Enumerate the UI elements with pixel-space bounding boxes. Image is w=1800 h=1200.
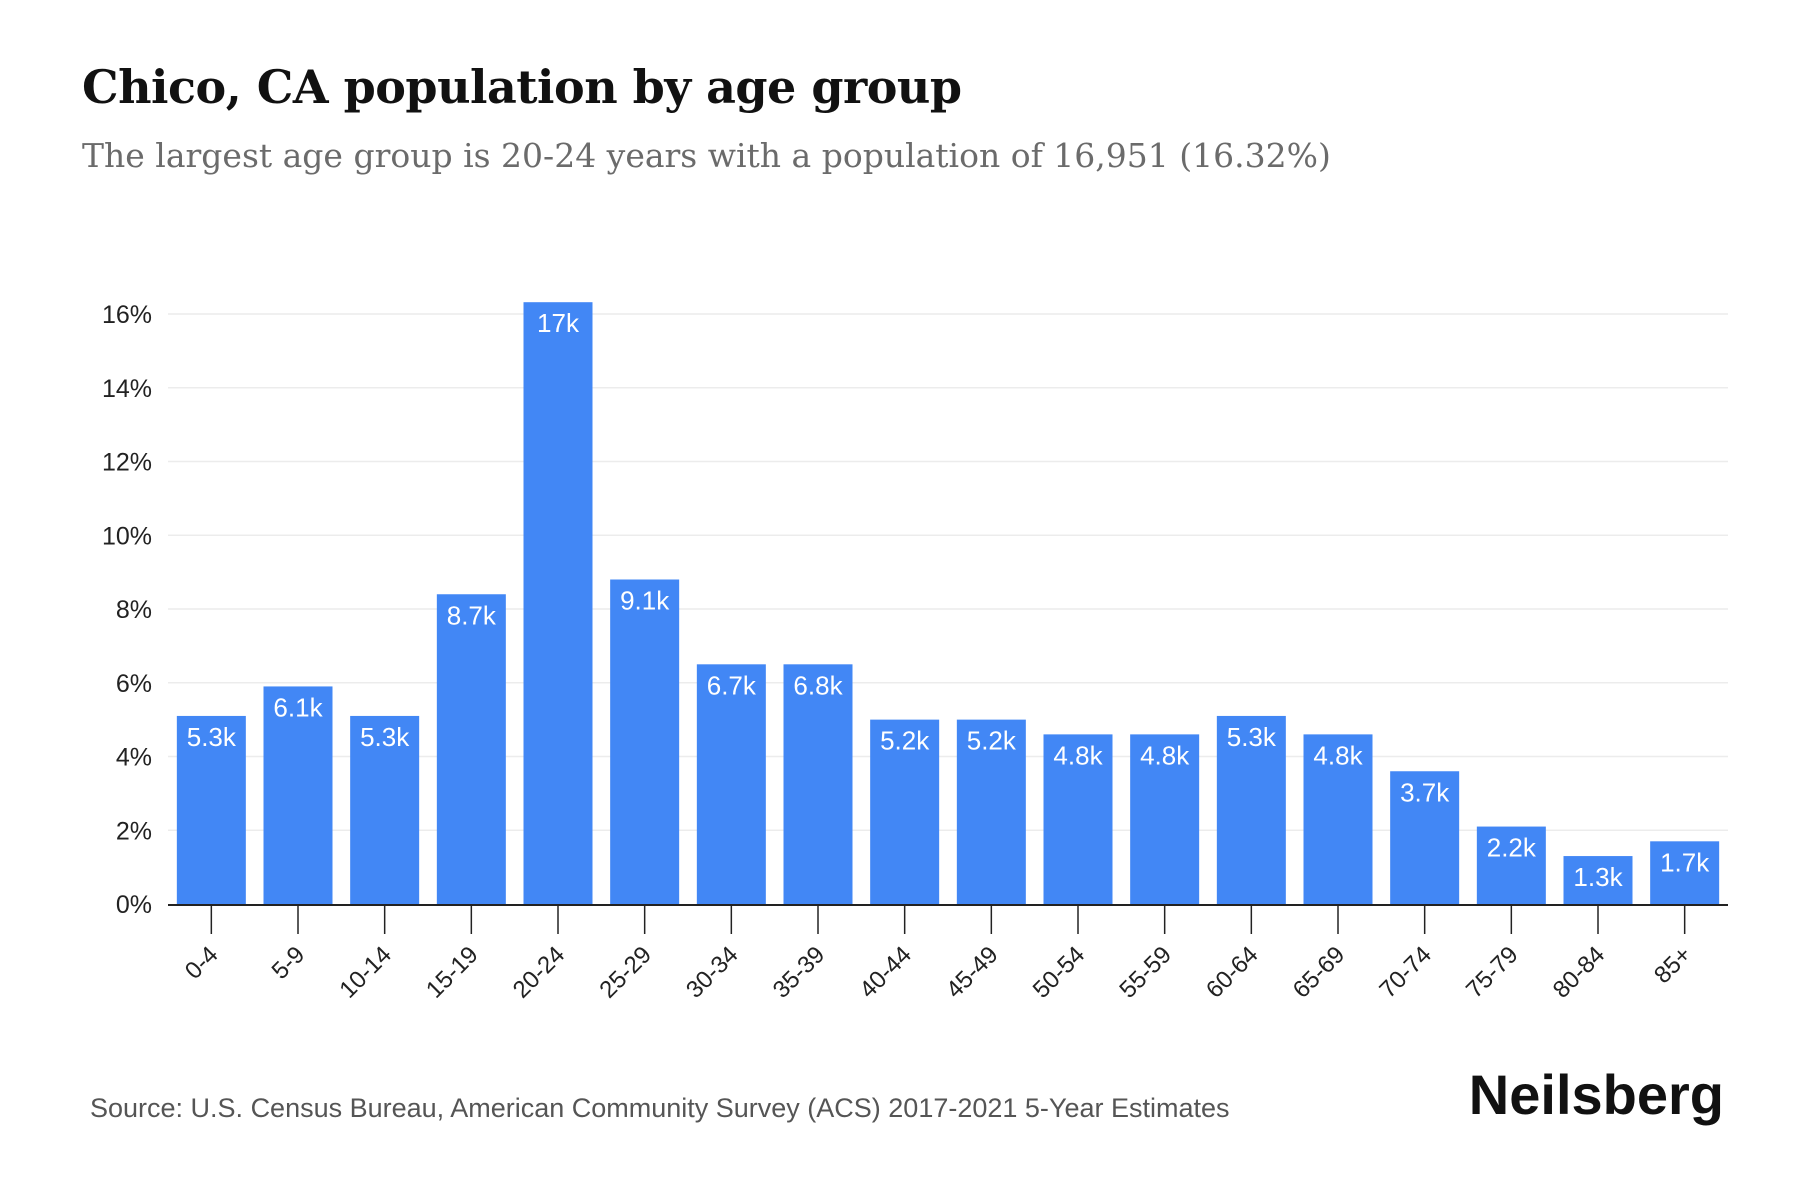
bar-chart: 0% 2% 4% 6% 8% 10% 12% 14% 16% 5.3k 6.1k 5.3k 8.7k 1… [102,301,1728,1004]
bar-value-label: 6.8k [793,670,843,700]
bar-85+ [1650,841,1720,904]
bar-value-labels: 5.3k 6.1k 5.3k 8.7k 17k 9.1k 6.7k 6.8k 5.2k 5.2k 4… [187,308,1710,892]
x-tick-label: 85+ [1649,941,1697,989]
y-axis-ticks: 0% 2% 4% 6% 8% 10% 12% 14% 16% [102,301,152,919]
x-tick-label: 45-49 [941,941,1004,1004]
bar-value-label: 4.8k [1140,740,1190,770]
x-tick-label: 30-34 [681,941,744,1004]
source-note: Source: U.S. Census Bureau, American Com… [90,1093,1230,1123]
gridlines [168,313,1728,831]
x-tick-label: 70-74 [1374,941,1437,1004]
bar-value-label: 5.2k [967,726,1017,756]
bar-15-19 [436,594,506,904]
x-tick-label: 80-84 [1548,941,1611,1004]
y-tick-label: 2% [116,817,152,845]
bar-60-64 [1216,715,1286,904]
bar-value-label: 5.3k [1227,722,1277,752]
bar-value-label: 1.3k [1573,862,1623,892]
x-tick-label: 65-69 [1288,941,1351,1004]
bar-45-49 [956,719,1026,904]
x-axis: 0-4 5-9 10-14 15-19 20-24 25-29 30-34 35-39 40-4… [168,904,1728,1004]
x-tick-label: 0-4 [180,941,224,985]
bar-value-label: 3.7k [1400,777,1450,807]
x-tick-label: 20-24 [508,941,571,1004]
bar-value-label: 2.2k [1487,833,1537,863]
bar-50-54 [1043,734,1113,904]
y-tick-label: 0% [116,891,152,919]
y-tick-label: 14% [102,375,152,403]
bar-20-24 [523,302,593,904]
bar-value-label: 8.7k [447,600,497,630]
bar-55-59 [1130,734,1200,904]
bar-5-9 [263,686,333,904]
chart-subtitle: The largest age group is 20-24 years wit… [82,136,1331,175]
y-tick-label: 6% [116,670,152,698]
bar-value-label: 5.3k [360,722,410,752]
bar-65-69 [1303,734,1373,904]
bar-value-label: 4.8k [1053,740,1103,770]
x-tick-label: 75-79 [1461,941,1524,1004]
bar-value-label: 6.1k [273,692,323,722]
x-tick-label: 25-29 [594,941,657,1004]
x-tick-label: 50-54 [1028,941,1091,1004]
y-tick-label: 12% [102,449,152,477]
bar-70-74 [1390,771,1460,904]
bars [176,302,1720,904]
bar-value-label: 9.1k [620,586,670,616]
x-tick-label: 15-19 [421,941,484,1004]
bar-80-84 [1563,856,1633,904]
x-tick-label: 35-39 [768,941,831,1004]
y-tick-label: 8% [116,596,152,624]
bar-25-29 [610,579,680,904]
bar-30-34 [696,664,766,904]
bar-value-label: 4.8k [1313,740,1363,770]
x-tick-label: 5-9 [267,941,311,985]
bar-value-label: 5.3k [187,722,237,752]
bar-75-79 [1476,826,1546,904]
y-tick-label: 10% [102,522,152,550]
bar-value-label: 5.2k [880,726,930,756]
bar-35-39 [783,664,853,904]
x-tick-label: 40-44 [854,941,917,1004]
bar-0-4 [176,715,246,904]
bar-40-44 [870,719,940,904]
y-tick-label: 4% [116,744,152,772]
bar-value-label: 1.7k [1660,847,1710,877]
chart-title: Chico, CA population by age group [82,60,962,114]
x-tick-label: 55-59 [1114,941,1177,1004]
bar-value-label: 17k [537,308,580,338]
bar-10-14 [350,715,420,904]
bar-value-label: 6.7k [707,670,757,700]
x-tick-label: 10-14 [334,941,397,1004]
y-tick-label: 16% [102,301,152,329]
brand-logo: Neilsberg [1468,1063,1724,1126]
x-tick-label: 60-64 [1201,941,1264,1004]
